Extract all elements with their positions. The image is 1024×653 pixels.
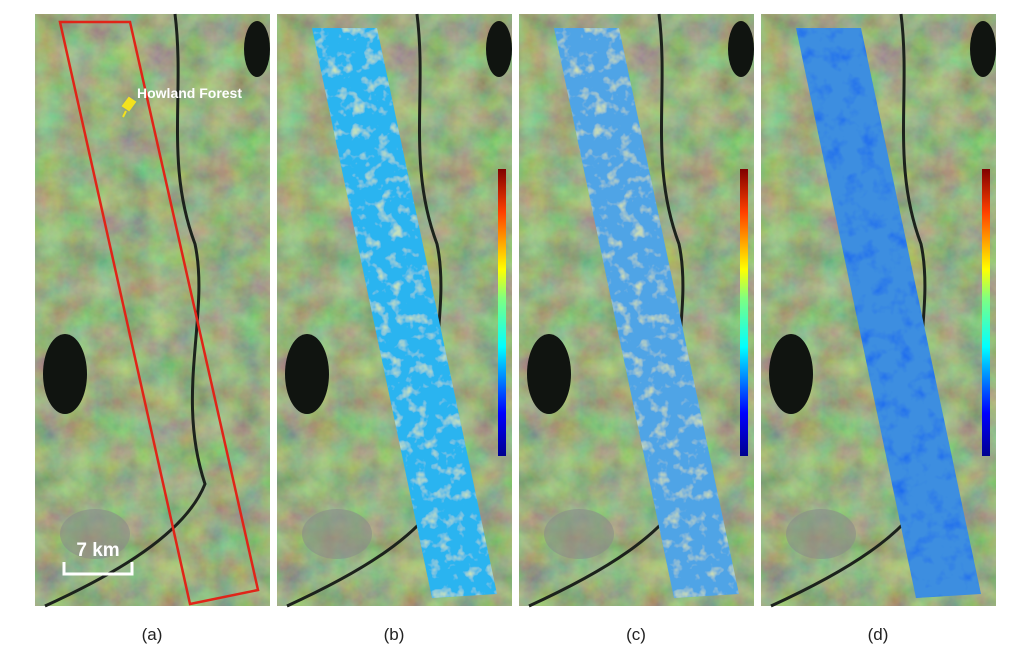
panel-label: (d) (868, 625, 889, 644)
panel-label: (a) (142, 625, 163, 644)
panel-d (761, 14, 996, 606)
panel-b (277, 14, 512, 606)
annotation: Howland Forest (137, 85, 242, 101)
panel-c (519, 14, 754, 606)
panel-label: (b) (384, 625, 405, 644)
panel-a: Howland Forest 7 km (35, 14, 270, 606)
scale-bar-label: 7 km (76, 540, 119, 561)
panel-label: (c) (626, 625, 646, 644)
